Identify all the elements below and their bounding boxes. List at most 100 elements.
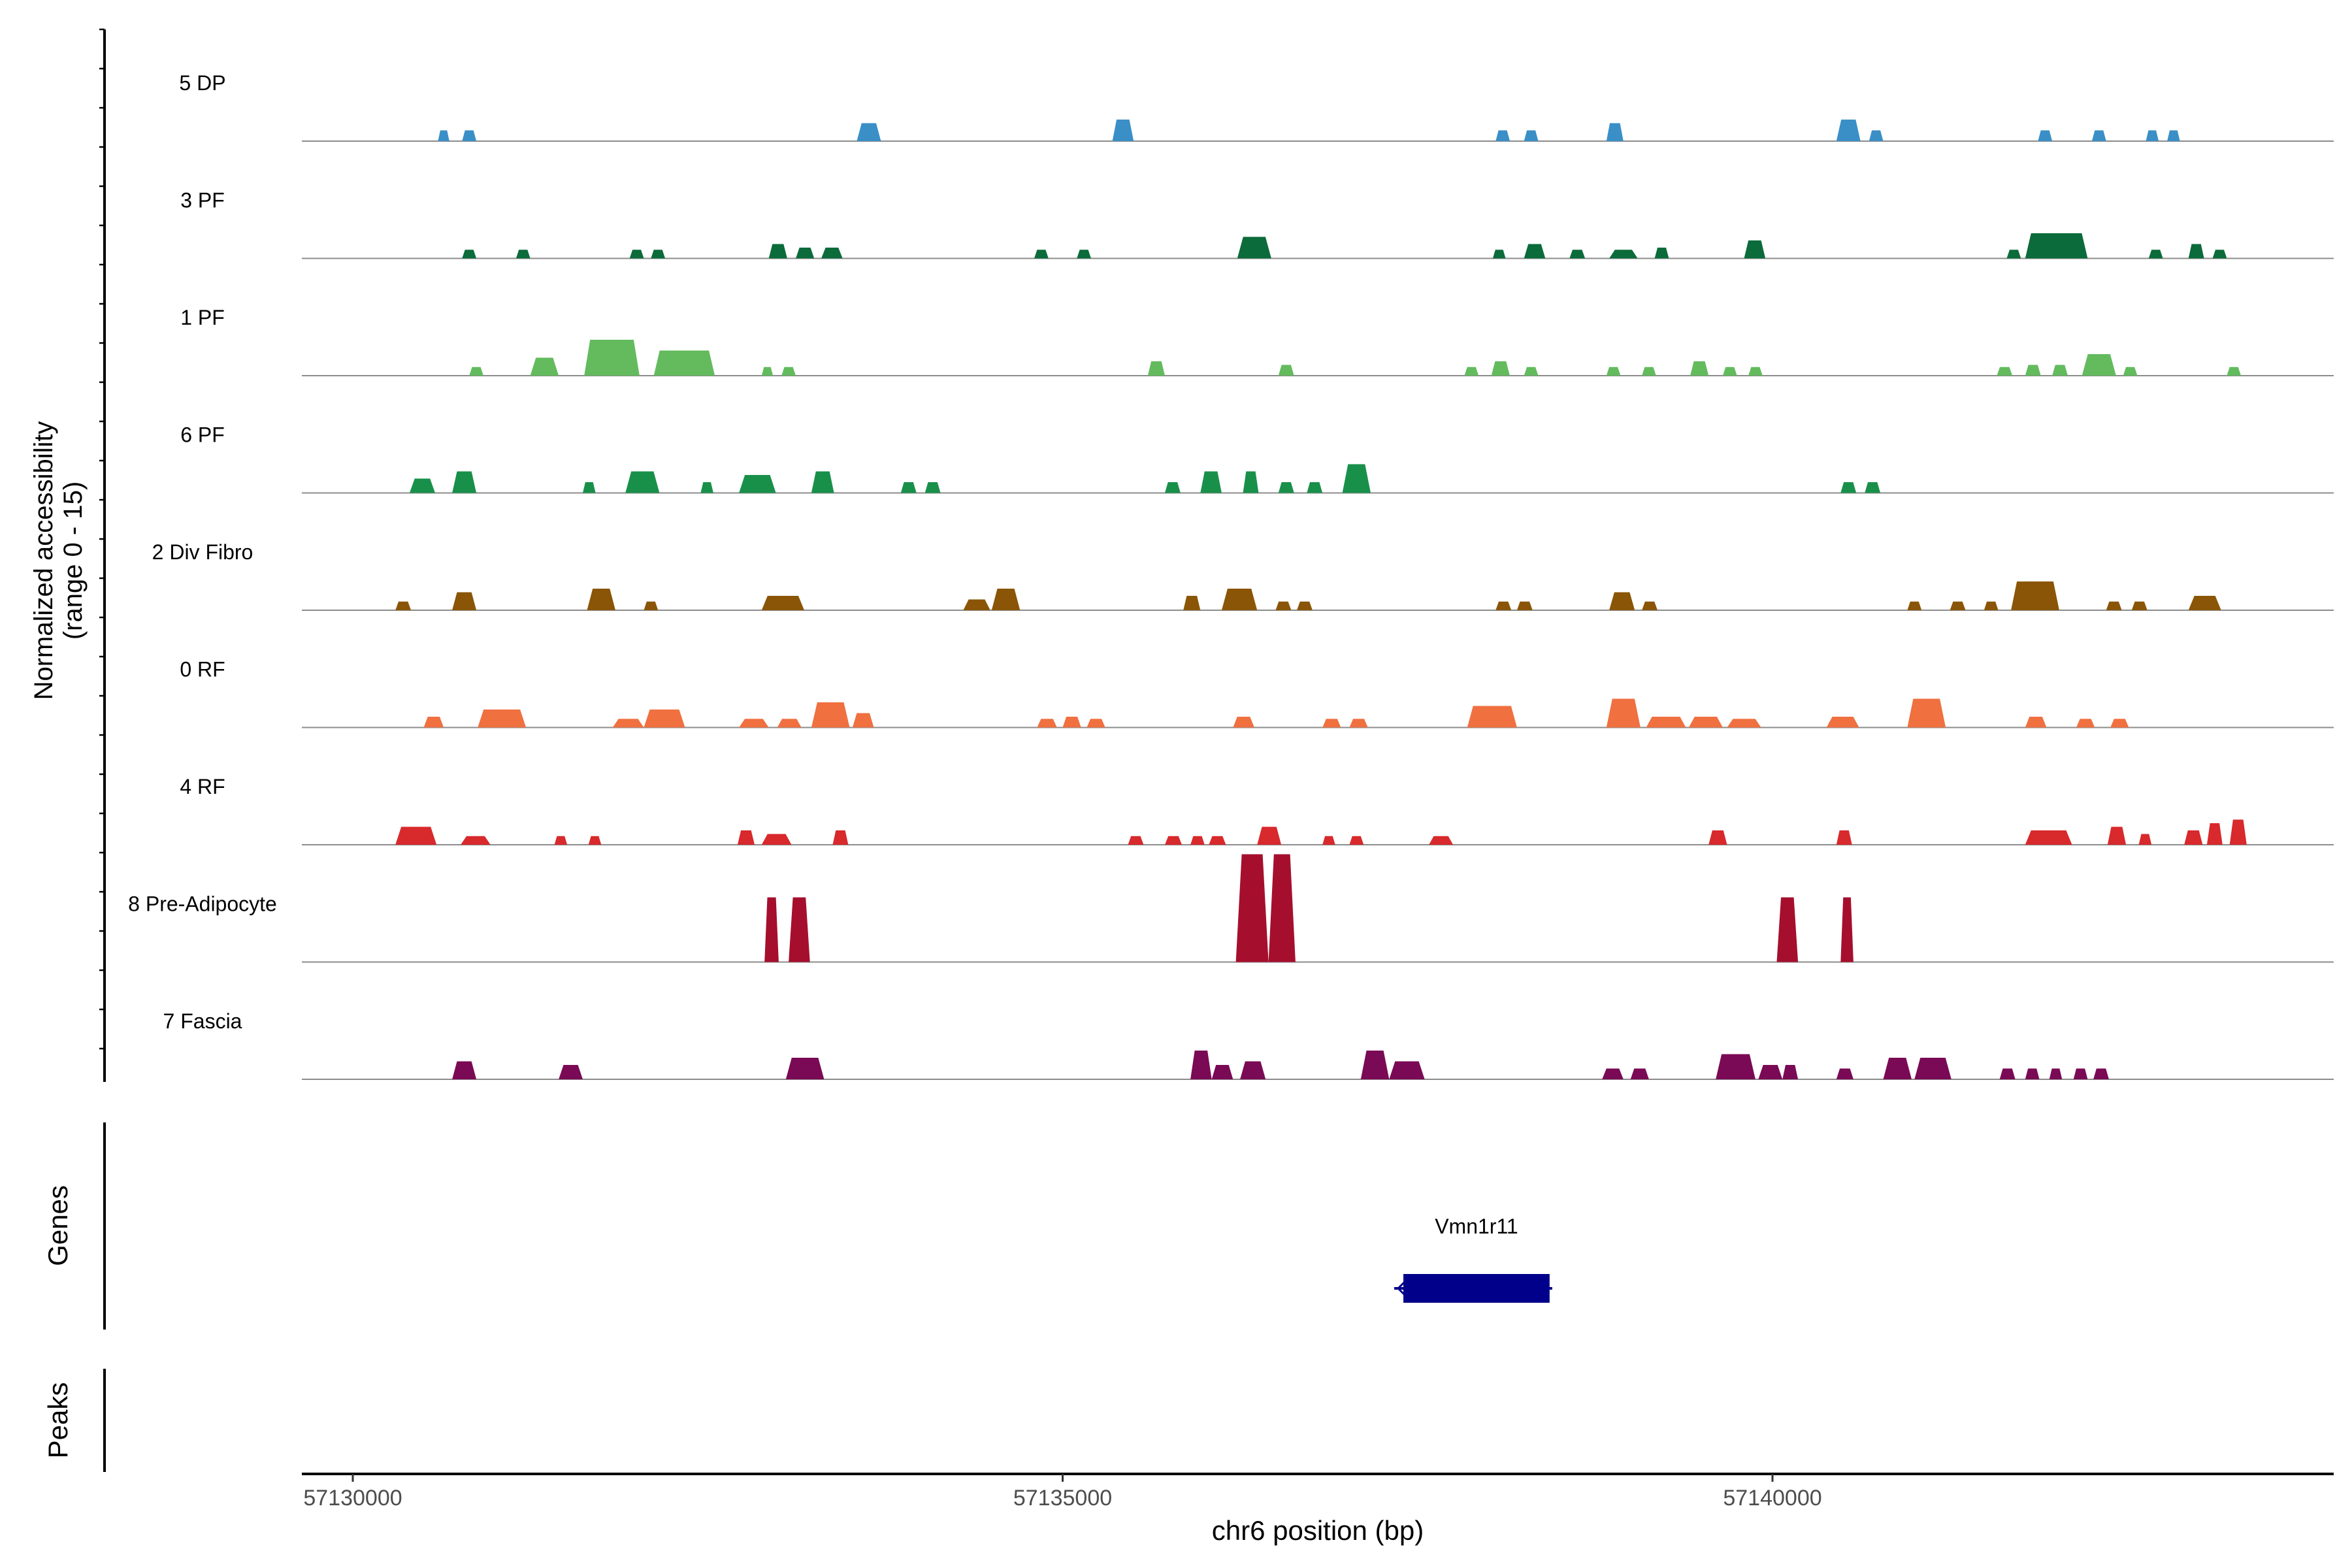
coverage-peak	[900, 482, 917, 493]
coverage-peak	[1950, 601, 1966, 610]
coverage-peak	[963, 599, 990, 610]
x-axis-label: chr6 position (bp)	[1212, 1515, 1424, 1546]
coverage-peak	[1278, 482, 1294, 493]
coverage-tracks: 5 DP 3 PF 1 PF 6 PF 2 Div Fibro 0 RF 4 RF 8 Pre…	[128, 71, 2334, 1080]
coverage-peak	[811, 471, 834, 493]
coverage-peak	[1524, 367, 1539, 376]
coverage-peak	[1237, 237, 1271, 259]
coverage-peak	[1221, 589, 1258, 610]
coverage-peak	[2025, 1068, 2040, 1079]
coverage-peak	[588, 836, 602, 845]
coverage-peak	[1865, 482, 1881, 493]
coverage-peak	[1349, 836, 1364, 845]
coverage-peak	[1516, 601, 1533, 610]
x-axis-tick-label: 57130000	[303, 1486, 402, 1511]
coverage-peak	[587, 589, 615, 610]
coverage-peak	[789, 897, 810, 962]
coverage-peak	[857, 123, 881, 141]
coverage-peak	[700, 482, 713, 493]
track-label: 3 PF	[180, 189, 225, 212]
coverage-peak	[1997, 367, 2013, 376]
coverage-peak	[1907, 601, 1922, 610]
coverage-peak	[796, 248, 815, 259]
coverage-peak	[1716, 1054, 1756, 1079]
coverage-peak	[832, 830, 849, 845]
coverage-peak	[1389, 1061, 1425, 1079]
coverage-peak	[1128, 836, 1144, 845]
coverage-peak	[1307, 482, 1323, 493]
coverage-peak	[2052, 365, 2068, 376]
coverage-y-axis-label: Normalized accessibility	[29, 421, 58, 700]
coverage-peak	[409, 478, 435, 493]
coverage-peak	[469, 367, 483, 376]
coverage-peak	[644, 710, 685, 728]
coverage-peak	[1034, 250, 1049, 259]
coverage-peak	[991, 589, 1021, 610]
coverage-peak	[1748, 367, 1763, 376]
coverage-peak	[1642, 367, 1656, 376]
coverage-peak	[1190, 836, 1205, 845]
coverage-peak	[2131, 601, 2148, 610]
coverage-peak	[1840, 482, 1857, 493]
gene-vmn1r11: Vmn1r11	[1394, 1215, 1552, 1303]
coverage-peak	[1836, 120, 1861, 141]
coverage-peak	[2206, 823, 2223, 845]
coverage-peak	[1268, 854, 1296, 962]
track-6-pf: 6 PF	[180, 423, 2334, 494]
x-axis-tick-label: 57135000	[1013, 1486, 1112, 1511]
coverage-peak	[1190, 1051, 1212, 1079]
coverage-peak	[1569, 250, 1586, 259]
coverage-peak	[1524, 130, 1539, 141]
coverage-peak	[1240, 1061, 1266, 1079]
coverage-peak	[1609, 250, 1638, 259]
coverage-peak	[1722, 367, 1737, 376]
coverage-peak	[768, 244, 787, 259]
coverage-peak	[2123, 367, 2138, 376]
coverage-peak	[1165, 482, 1181, 493]
coverage-peak	[2093, 1068, 2109, 1079]
track-7-fascia: 7 Fascia	[163, 1009, 2334, 1080]
coverage-peak	[2073, 1068, 2088, 1079]
coverage-peak	[1086, 719, 1105, 728]
coverage-peak	[2212, 250, 2227, 259]
track-label: 4 RF	[180, 775, 225, 798]
coverage-peak	[1165, 836, 1182, 845]
coverage-peak	[1782, 1065, 1799, 1079]
coverage-peak	[2106, 601, 2122, 610]
track-label: 2 Div Fibro	[152, 540, 253, 564]
coverage-peak	[1840, 897, 1854, 962]
coverage-peak	[764, 897, 779, 962]
coverage-peak	[1077, 250, 1091, 259]
coverage-peak	[739, 719, 769, 728]
coverage-peak	[515, 250, 531, 259]
coverage-peak	[2006, 250, 2021, 259]
coverage-peak	[583, 482, 596, 493]
coverage-peak	[1609, 592, 1635, 610]
track-label: 8 Pre-Adipocyte	[128, 892, 277, 916]
coverage-peak	[2188, 244, 2204, 259]
coverage-peak	[2227, 367, 2242, 376]
coverage-peak	[2107, 826, 2127, 845]
coverage-peak	[2091, 130, 2106, 141]
coverage-peak	[1297, 601, 1313, 610]
coverage-peak	[777, 719, 802, 728]
track-4-rf: 4 RF	[180, 775, 2334, 845]
coverage-peak	[1776, 897, 1799, 962]
coverage-peak	[2146, 130, 2159, 141]
coverage-peak	[1243, 471, 1259, 493]
coverage-peak	[1275, 601, 1292, 610]
gene-strand-arrow-icon	[1396, 1281, 1406, 1296]
coverage-peak	[554, 836, 568, 845]
coverage-peak	[1429, 836, 1454, 845]
coverage-peak	[1524, 244, 1546, 259]
coverage-peak	[785, 1058, 825, 1079]
coverage-peak	[1349, 719, 1368, 728]
coverage-peak	[1322, 836, 1335, 845]
coverage-peak	[2025, 830, 2072, 845]
coverage-peak	[1211, 1065, 1233, 1079]
coverage-peak	[1606, 123, 1624, 141]
coverage-peak	[1209, 836, 1226, 845]
coverage-peak	[2025, 233, 2088, 259]
coverage-peak	[1606, 367, 1621, 376]
